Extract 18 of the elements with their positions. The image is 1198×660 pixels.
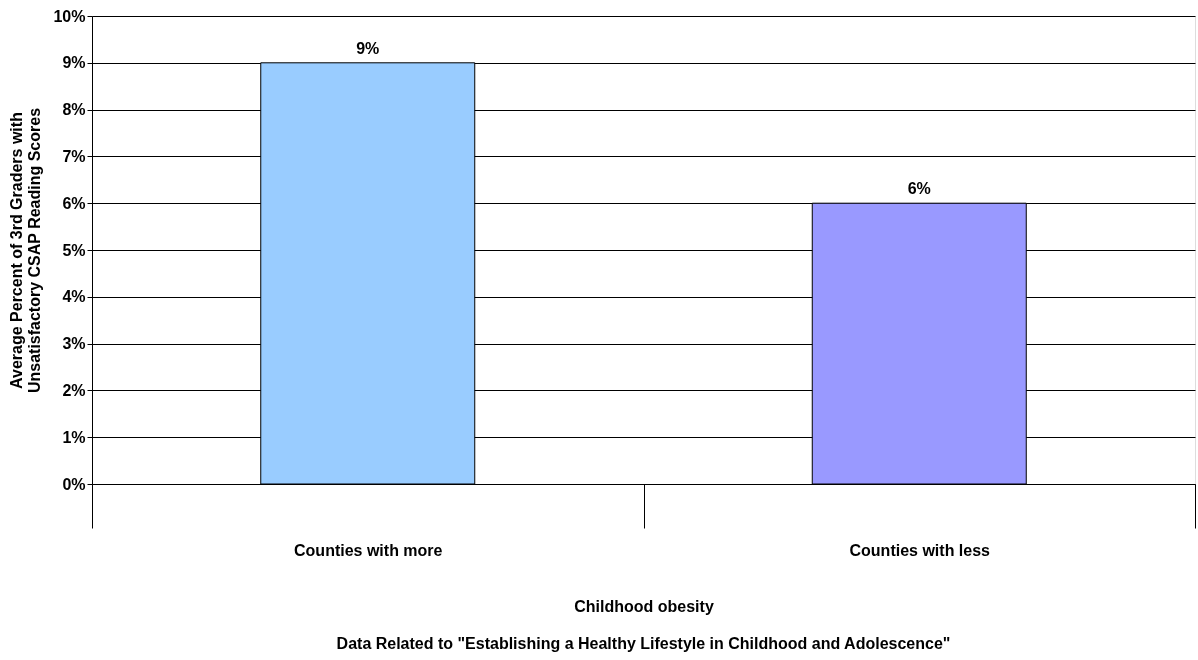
y-tick-label: 3% <box>62 335 86 353</box>
y-tick-label: 9% <box>62 54 86 72</box>
y-tick-label: 6% <box>62 194 86 212</box>
text: Data Related to "Establishing a Healthy Lifestyle in Childhood and Adolescence" <box>336 635 951 652</box>
y-tick-label: 4% <box>62 288 86 306</box>
y-axis-title: Average Percent of 3rd Graders with Unsatisfactory CSAP Reading Scores <box>8 107 44 394</box>
data-label: 6% <box>907 180 931 198</box>
y-tick-label: 5% <box>62 241 86 259</box>
y-tick-label: 8% <box>62 101 86 119</box>
x-tick-label: Counties with more <box>294 541 443 559</box>
y-tick-label: 2% <box>62 381 86 399</box>
y-tick-label: 0% <box>62 475 86 493</box>
x-tick-label: Counties with less <box>849 541 991 559</box>
y-tick-label: 7% <box>62 147 86 165</box>
data-label: 9% <box>356 39 380 57</box>
y-tick-label: 1% <box>62 428 86 446</box>
x-axis-title: Childhood obesity <box>574 597 714 615</box>
y-tick-label: 10% <box>53 7 86 25</box>
